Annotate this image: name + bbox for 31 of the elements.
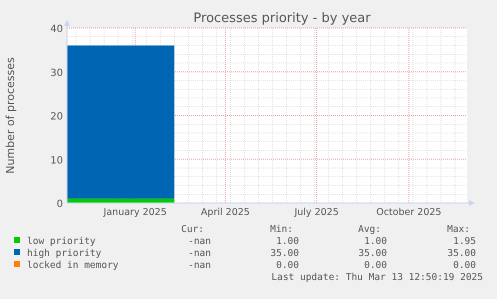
text: -nan [188, 260, 211, 271]
x-tick-label: April 2025 [200, 207, 250, 218]
y-tick-label: 0 [56, 199, 63, 210]
text: 1.00 [364, 236, 388, 247]
x-tick-label: July 2025 [293, 207, 339, 218]
text: Avg: [358, 224, 381, 235]
x-tick-label: January 2025 [102, 207, 167, 218]
text: 0.00 [364, 260, 388, 271]
y-tick-label: 40 [50, 24, 63, 35]
text: -nan [188, 236, 211, 247]
y-tick-label: 20 [50, 112, 63, 122]
y-axis-title: Number of processes [4, 56, 17, 174]
text: Max: [447, 224, 470, 235]
text: 0.00 [453, 260, 476, 271]
y-tick-label: 10 [50, 155, 63, 166]
y-tick-label: 30 [50, 68, 63, 79]
chart-title: Processes priority - by year [193, 11, 372, 26]
legend-label: high priority [27, 248, 102, 259]
text: Cur: [181, 224, 204, 235]
text: 0.00 [276, 260, 300, 271]
text: 1.00 [276, 236, 300, 247]
text: 35.00 [358, 248, 388, 259]
text: -nan [188, 248, 211, 259]
text: Min: [270, 224, 293, 235]
x-tick-label: October 2025 [376, 207, 442, 218]
text: 35.00 [270, 248, 300, 259]
text: 35.00 [447, 248, 476, 259]
legend-label: low priority [27, 236, 96, 247]
legend-label: locked in memory [27, 260, 119, 271]
text: Last update: Thu Mar 13 12:50:19 2025 [271, 272, 483, 283]
text: 1.95 [453, 236, 476, 247]
